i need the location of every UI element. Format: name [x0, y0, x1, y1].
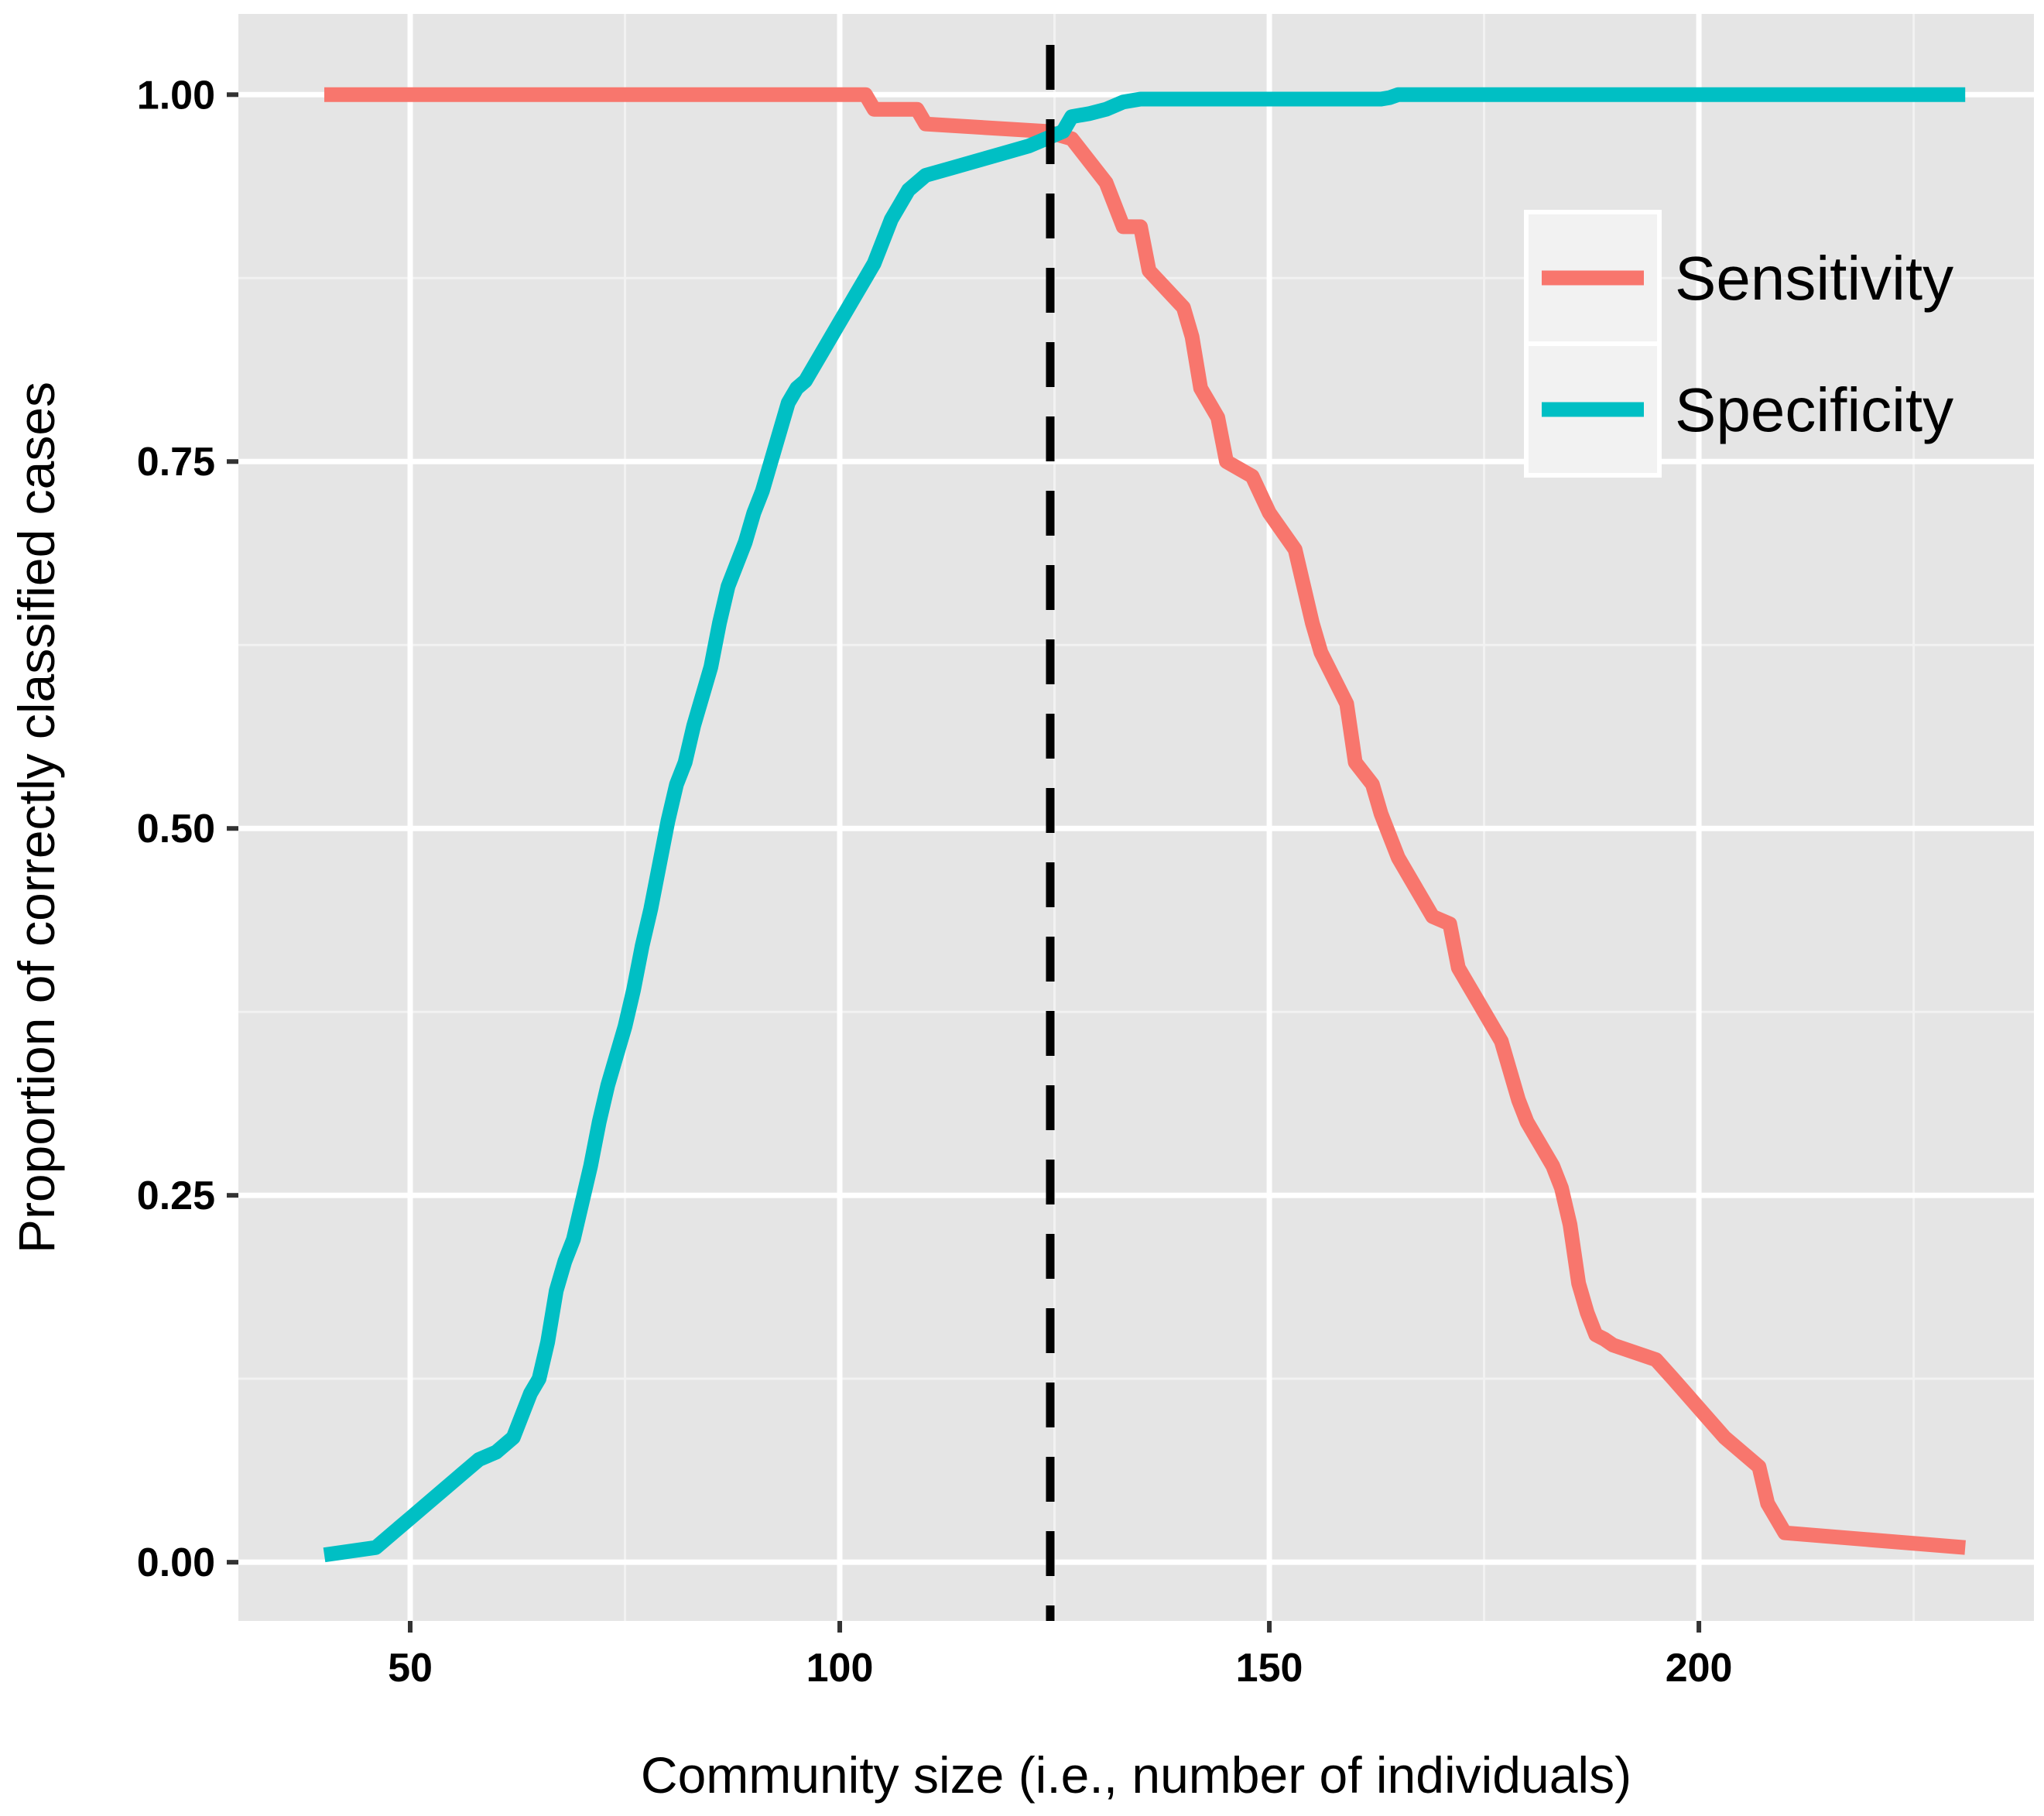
legend-label-sensitivity: Sensitivity	[1675, 244, 1953, 313]
x-axis: 50 100 150 200	[388, 1621, 1732, 1691]
y-axis: 0.00 0.25 0.50 0.75 1.00	[137, 73, 238, 1585]
x-tick-label: 50	[388, 1646, 433, 1691]
x-tick-label: 200	[1666, 1646, 1733, 1691]
y-tick-label: 0.75	[137, 440, 215, 485]
y-tick-label: 0.25	[137, 1174, 215, 1218]
series-line-specificity	[323, 87, 1966, 1563]
series-layer	[323, 87, 1966, 1563]
series-line-sensitivity	[324, 87, 1966, 1555]
x-axis-title: Community size (i.e., number of individu…	[641, 1746, 1631, 1804]
y-axis-title: Proportion of correctly classified cases	[8, 382, 65, 1253]
x-tick-label: 150	[1236, 1646, 1303, 1691]
legend-label-specificity: Specificity	[1675, 375, 1953, 444]
major-gridlines	[238, 14, 2034, 1621]
y-tick-label: 1.00	[137, 73, 215, 118]
y-tick-label: 0.00	[137, 1540, 215, 1585]
minor-gridlines	[238, 14, 2034, 1621]
y-tick-label: 0.50	[137, 807, 215, 851]
legend: Sensitivity Specificity	[1524, 210, 1953, 478]
x-tick-label: 100	[806, 1646, 874, 1691]
